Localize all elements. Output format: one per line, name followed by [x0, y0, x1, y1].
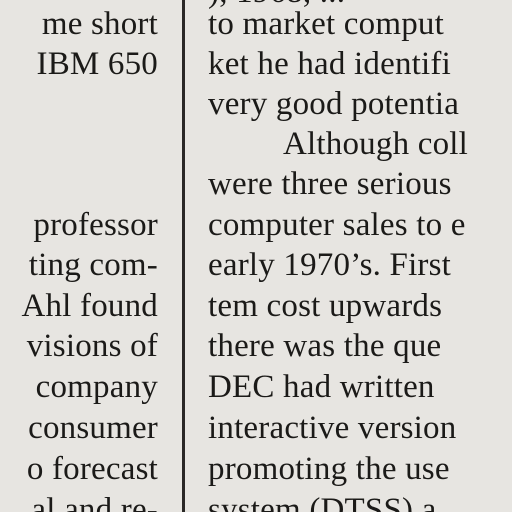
- right-line-11: DEC had written: [208, 369, 435, 405]
- left-line-9: visions of: [26, 328, 158, 364]
- right-line-3: ket he had identifi: [208, 46, 451, 82]
- left-line-13: al and re-: [31, 492, 158, 512]
- right-line-8: early 1970’s. First: [208, 247, 452, 283]
- right-line-1: ), 1968, ...: [208, 0, 345, 12]
- left-line-1: me short: [41, 6, 158, 42]
- right-line-4: very good potentia: [208, 86, 460, 122]
- right-line-10: there was the que: [208, 328, 442, 364]
- right-line-5: Although coll: [283, 126, 469, 162]
- left-line-10: company: [35, 369, 158, 405]
- left-line-11: consumer: [28, 410, 158, 446]
- right-line-6: were three serious: [208, 166, 452, 202]
- left-line-6: professor: [33, 207, 158, 243]
- left-line-12: o forecast: [26, 451, 158, 487]
- left-line-2: IBM 650: [36, 46, 158, 82]
- right-line-9: tem cost upwards: [208, 288, 443, 324]
- right-line-14: system (DTSS) a: [208, 492, 437, 512]
- right-line-7: computer sales to e: [208, 207, 466, 243]
- right-line-2: to market comput: [208, 6, 444, 42]
- right-line-13: promoting the use: [208, 451, 450, 487]
- left-line-7: ting com-: [28, 247, 158, 283]
- column-divider-rule: [182, 0, 185, 512]
- right-line-12: interactive version: [208, 410, 457, 446]
- left-line-8: Ahl found: [21, 288, 158, 324]
